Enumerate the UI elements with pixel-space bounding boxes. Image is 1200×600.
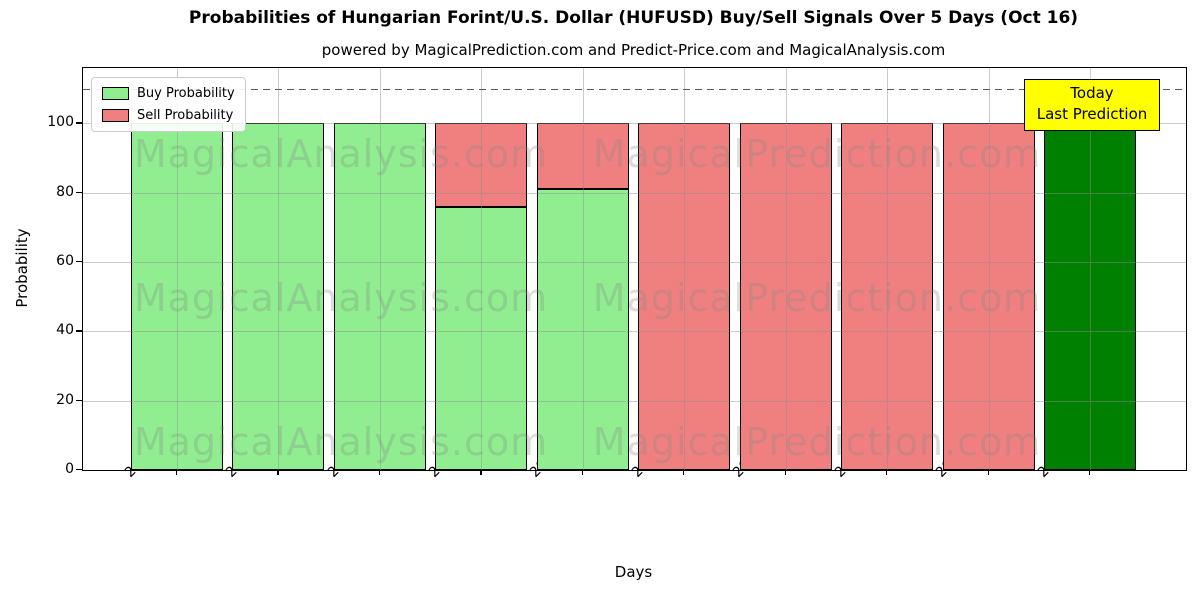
y-tick-label: 60	[56, 253, 74, 270]
chart-legend: Buy Probability Sell Probability	[91, 77, 246, 132]
x-tick-mark	[987, 470, 989, 475]
plot-area: Buy Probability Sell Probability Today L…	[82, 67, 1187, 471]
gridline-horizontal	[83, 123, 1186, 125]
bar-segment-sell	[638, 123, 731, 470]
bar-segment-buy	[435, 206, 528, 470]
y-tick-label: 0	[65, 461, 74, 477]
y-tick-label: 100	[47, 114, 74, 131]
today-annotation-line1: Today	[1070, 84, 1114, 102]
gridline-vertical	[988, 68, 990, 470]
bar-segment-sell	[739, 123, 832, 470]
x-tick-mark	[277, 470, 279, 475]
bar-segment-buy	[536, 189, 629, 470]
y-tick-mark	[76, 261, 82, 263]
gridline-vertical	[1089, 68, 1091, 470]
gridline-vertical	[785, 68, 787, 470]
legend-item-sell: Sell Probability	[102, 108, 235, 123]
x-tick-mark	[886, 470, 888, 475]
legend-label-sell: Sell Probability	[137, 108, 234, 123]
bar-segment-sell	[942, 123, 1035, 470]
y-tick-label: 80	[56, 183, 74, 200]
gridline-vertical	[481, 68, 483, 470]
buy-swatch-icon	[102, 87, 129, 100]
bar-segment-buy	[232, 123, 325, 470]
x-tick-mark	[378, 470, 381, 475]
y-tick-mark	[76, 399, 82, 401]
today-annotation: Today Last Prediction	[1024, 79, 1160, 131]
watermark-text: MagicalAnalysis.com	[133, 420, 549, 464]
sell-swatch-icon	[102, 109, 129, 122]
gridline-vertical	[379, 68, 381, 470]
gridline-vertical	[177, 68, 178, 470]
chart-title: Probabilities of Hungarian Forint/U.S. D…	[188, 8, 1079, 28]
legend-item-buy: Buy Probability	[102, 86, 235, 101]
y-tick-mark	[76, 122, 82, 124]
y-tick-mark	[76, 191, 82, 193]
gridline-horizontal	[83, 262, 1186, 264]
x-tick-mark	[683, 470, 685, 475]
y-tick-mark	[76, 330, 82, 332]
y-tick-label: 40	[56, 322, 74, 339]
x-tick-mark	[176, 470, 178, 475]
bar-segment-sell	[536, 123, 629, 190]
x-tick-mark	[581, 470, 583, 475]
gridline-horizontal	[83, 331, 1186, 333]
bar-segment-sell	[841, 123, 934, 470]
gridline-vertical	[582, 68, 584, 470]
gridline-horizontal	[83, 400, 1186, 402]
y-tick-label: 20	[56, 391, 74, 408]
watermark-text: MagicalPrediction.com	[592, 132, 1042, 176]
gridline-vertical	[887, 68, 889, 470]
y-axis-label: Probability	[13, 228, 31, 308]
watermark-text: MagicalAnalysis.com	[133, 132, 549, 176]
x-axis-label: Days	[614, 563, 653, 581]
watermark-text: MagicalPrediction.com	[592, 276, 1042, 320]
bar-segment-buy	[131, 123, 223, 470]
bar-segment-buy	[333, 123, 426, 470]
threshold-dashed-line	[83, 88, 1186, 91]
bar-segment-buy	[1043, 123, 1136, 470]
gridline-vertical	[684, 68, 686, 470]
legend-label-buy: Buy Probability	[137, 86, 235, 101]
gridline-horizontal	[83, 192, 1186, 194]
bar-segment-sell	[435, 123, 528, 207]
y-tick-mark	[76, 469, 82, 471]
x-tick-mark	[784, 470, 786, 475]
gridline-vertical	[278, 68, 280, 470]
chart-subtitle: powered by MagicalPrediction.com and Pre…	[321, 41, 946, 59]
today-annotation-line2: Last Prediction	[1036, 105, 1148, 124]
watermark-text: MagicalPrediction.com	[592, 420, 1042, 464]
x-tick-mark	[1088, 470, 1091, 475]
x-tick-mark	[480, 470, 482, 475]
watermark-text: MagicalAnalysis.com	[133, 276, 549, 320]
